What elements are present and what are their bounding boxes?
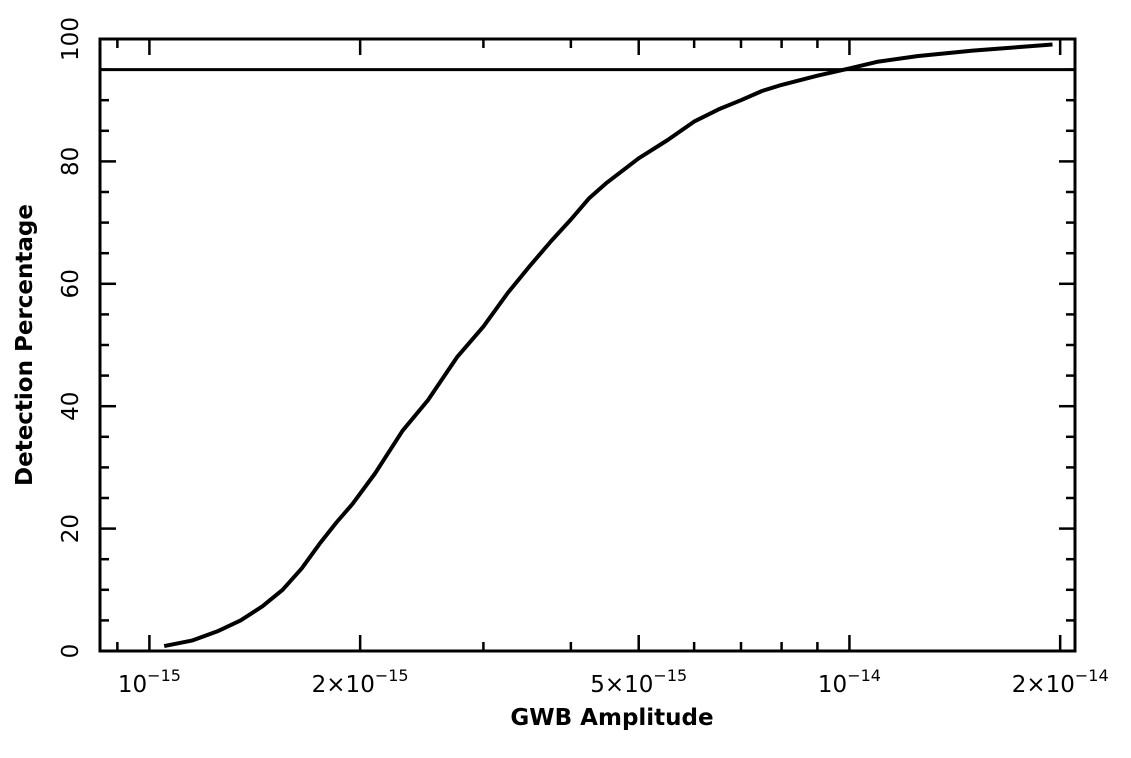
- x-tick-mantissa: 10: [118, 672, 147, 698]
- y-axis-title: Detection Percentage: [12, 204, 38, 486]
- x-tick-label: 5×10−15: [590, 666, 687, 698]
- x-tick-exponent: −15: [375, 666, 409, 685]
- y-tick-label: 40: [58, 392, 84, 421]
- series-group: [163, 42, 1053, 649]
- x-tick-exponent: −15: [653, 666, 687, 685]
- x-tick-label: 2×10−15: [312, 666, 409, 698]
- x-axis-title: GWB Amplitude: [510, 705, 713, 731]
- plot-frame: [98, 37, 1077, 653]
- y-tick-label: 60: [58, 269, 84, 298]
- y-tick-label: 80: [58, 147, 84, 176]
- x-tick-labels: 10−15 2×10−15 5×10−15 10−14 2×10−14: [118, 666, 1109, 698]
- x-tick-exponent: −14: [1075, 666, 1109, 685]
- x-tick-mantissa: 10: [818, 672, 847, 698]
- x-tick-mantissa: 2×10: [312, 672, 375, 698]
- x-tick-exponent: −14: [847, 666, 881, 685]
- y-tick-label: 100: [58, 17, 84, 61]
- x-tick-label: 10−14: [818, 666, 881, 698]
- y-axis-ticks: [100, 37, 1075, 653]
- y-tick-label: 20: [58, 514, 84, 543]
- x-tick-exponent: −15: [147, 666, 181, 685]
- x-tick-mantissa: 5×10: [590, 672, 653, 698]
- y-tick-labels: 0 20 40 60 80 100: [58, 17, 84, 658]
- x-tick-label: 10−15: [118, 666, 181, 698]
- detection-curve-line: [163, 42, 1053, 649]
- x-tick-mantissa: 2×10: [1012, 672, 1075, 698]
- x-tick-label: 2×10−14: [1012, 666, 1109, 698]
- y-tick-label: 0: [58, 644, 84, 659]
- x-axis-ticks: [116, 39, 1062, 651]
